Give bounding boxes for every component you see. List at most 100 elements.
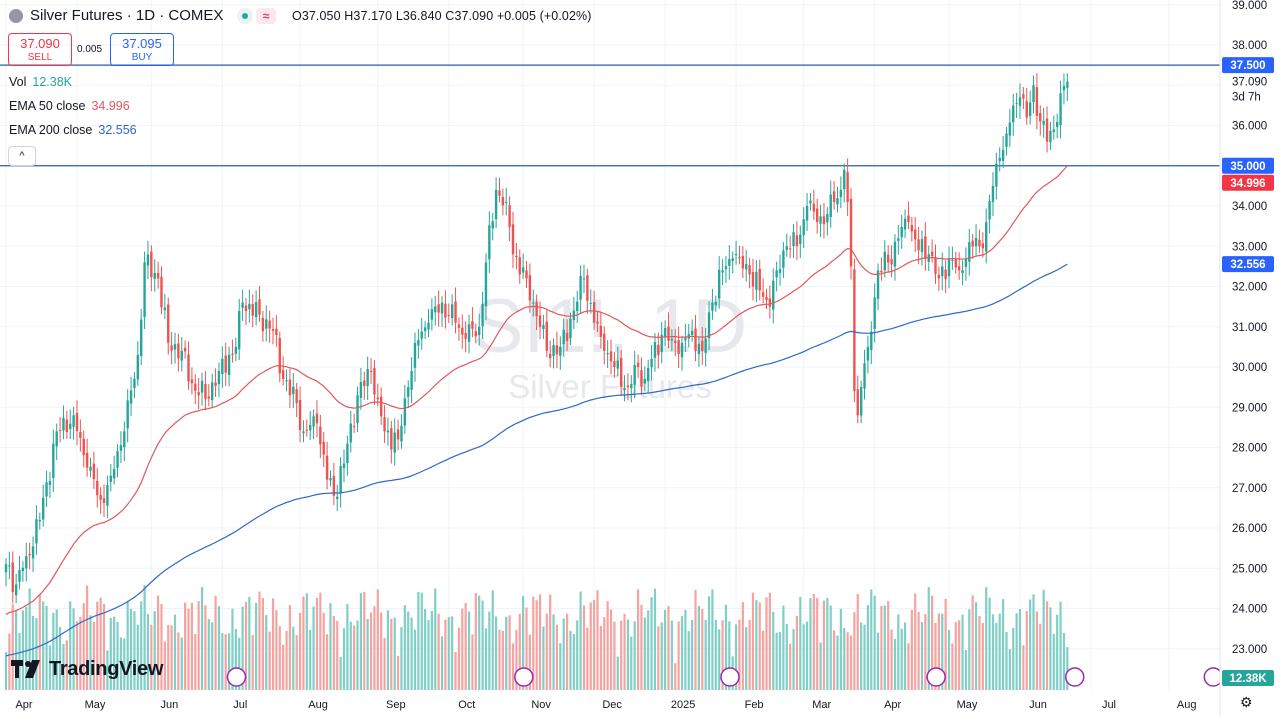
volume-bar	[741, 602, 744, 690]
volume-bar	[670, 620, 673, 690]
volume-bar	[346, 604, 349, 690]
candle	[734, 240, 738, 265]
candle-body	[565, 332, 569, 341]
buy-label: BUY	[131, 52, 153, 63]
candle	[758, 259, 761, 301]
event-marker-icon[interactable]	[720, 667, 740, 687]
volume-bar	[853, 612, 856, 690]
candle-body	[606, 353, 609, 355]
volume-bar	[954, 622, 957, 690]
event-marker-icon[interactable]	[226, 667, 247, 687]
volume-bar	[339, 656, 342, 690]
volume-bar	[714, 619, 717, 690]
buy-button[interactable]: 37.095 BUY	[110, 33, 174, 66]
price-tick-label: 31.000	[1232, 322, 1267, 334]
candle-body	[907, 215, 910, 223]
price-axis[interactable]: 39.000 38.000 37.500 37.090 3d 7h 36.000 35.00…	[1219, 0, 1282, 717]
volume-bar	[1008, 649, 1011, 690]
ema50-value: 34.996	[91, 99, 130, 113]
delayed-data-icon[interactable]: ≈	[256, 8, 276, 24]
candle-body	[129, 390, 133, 404]
candle	[312, 409, 315, 440]
candle	[748, 257, 751, 289]
candle-body	[941, 266, 944, 277]
event-marker-icon[interactable]	[514, 667, 534, 687]
candle-body	[714, 301, 717, 306]
candle-body	[809, 200, 812, 204]
candle	[173, 332, 177, 364]
candle-body	[592, 302, 596, 323]
candle-body	[336, 496, 339, 499]
ema50-legend[interactable]: EMA 50 close 34.996	[9, 99, 130, 113]
candle-body	[173, 344, 177, 350]
chart-header: Silver Futures · 1D · COMEX ≈ O37.050 H3…	[0, 0, 1220, 32]
candle	[998, 147, 1001, 172]
candle	[1015, 93, 1018, 119]
candle	[647, 359, 650, 393]
candle	[1001, 136, 1005, 168]
candle-body	[18, 569, 21, 582]
volume-bar	[123, 638, 126, 690]
candle-body	[1042, 120, 1045, 125]
candle	[265, 305, 268, 342]
candle	[194, 374, 197, 405]
candle	[150, 245, 153, 292]
candle-body	[721, 270, 724, 273]
candle-body	[156, 272, 160, 279]
candle-body	[731, 258, 734, 262]
price-axis-tag	[1222, 57, 1274, 74]
candle-body	[393, 432, 396, 453]
candle	[805, 192, 809, 231]
candle	[772, 268, 775, 324]
volume-bar	[454, 652, 457, 690]
candle	[1055, 113, 1059, 139]
time-axis[interactable]: Apr May Jun Jul Aug Sep Oct Nov Dec 2025 Feb Mar Apr…	[0, 690, 1282, 717]
volume-bar	[640, 604, 643, 690]
candle-body	[150, 251, 153, 278]
volume-bar	[947, 630, 951, 690]
volume-bar	[937, 613, 940, 690]
candle-body	[281, 370, 285, 380]
candle	[478, 313, 481, 346]
candle-body	[768, 298, 772, 307]
sell-button[interactable]: 37.090 SELL	[8, 33, 72, 66]
horizontal-lines[interactable]	[0, 64, 1220, 167]
candle	[930, 239, 934, 263]
candle-body	[893, 241, 897, 267]
volume-legend[interactable]: Vol 12.38K	[9, 75, 72, 89]
collapse-legend-button[interactable]: ^	[8, 146, 36, 166]
ema200-legend[interactable]: EMA 200 close 32.556	[9, 123, 137, 137]
volume-bar	[995, 622, 998, 690]
candle	[947, 246, 951, 289]
chart-settings-icon[interactable]: ⚙	[1240, 694, 1253, 710]
candle	[866, 335, 870, 374]
candle	[285, 369, 288, 392]
event-marker-icon[interactable]	[1064, 667, 1085, 687]
volume-bar	[393, 617, 396, 690]
symbol-title[interactable]: Silver Futures · 1D · COMEX	[30, 7, 224, 24]
volume-bar	[704, 619, 707, 690]
candle-body	[339, 466, 342, 494]
high-value: 37.170	[353, 9, 393, 23]
candle-body	[832, 191, 836, 202]
market-open-icon[interactable]	[237, 8, 253, 24]
candle	[140, 308, 143, 366]
volume-bar	[292, 626, 295, 690]
candle	[853, 258, 856, 403]
candle-body	[957, 266, 961, 271]
volume-bar	[650, 597, 653, 690]
candle	[660, 321, 663, 364]
volume-bar	[302, 596, 305, 690]
event-markers[interactable]	[226, 667, 1224, 687]
volume-bar	[1012, 627, 1015, 690]
candle-body	[89, 466, 92, 471]
candle-body	[903, 218, 907, 230]
candle-body	[910, 225, 914, 232]
candle	[1066, 73, 1069, 102]
candle	[352, 413, 356, 433]
symbol-icon[interactable]	[9, 9, 23, 23]
event-marker-icon[interactable]	[926, 667, 946, 687]
candle	[11, 551, 14, 604]
candle-body	[346, 443, 349, 464]
